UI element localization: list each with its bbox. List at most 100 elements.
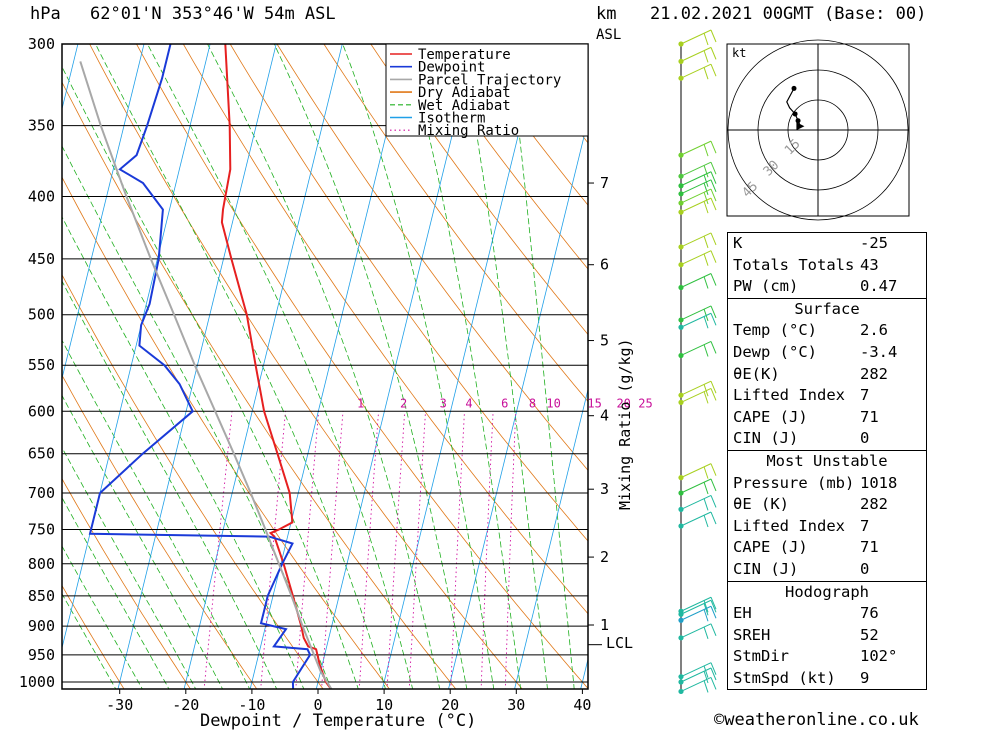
- sounding-datetime: 21.02.2021 00GMT (Base: 00): [650, 4, 927, 24]
- wind-barb: [678, 232, 717, 250]
- wind-barb: [678, 250, 717, 268]
- wind-barb: [678, 380, 717, 398]
- wind-barb: [678, 312, 717, 330]
- wind-barb: [678, 667, 717, 685]
- km-tick-label: 4: [600, 407, 609, 425]
- hodograph-params-box: Hodograph EH 76 SREH 52 StmDir 102° StmSpd …: [727, 580, 927, 691]
- surface-row: CAPE (J) 71: [733, 407, 879, 426]
- surface-row: θE(K) 282: [733, 364, 888, 383]
- pressure-tick-label: 750: [28, 521, 55, 539]
- isotherm: [0, 26, 16, 708]
- isotherm: [117, 44, 277, 689]
- x-tick-label: -20: [172, 696, 199, 714]
- wet-adiabat: [95, 44, 386, 689]
- hodo-row: StmSpd (kt) 9: [733, 668, 870, 687]
- pressure-tick-label: 700: [28, 484, 55, 502]
- km-tick-label: 5: [600, 332, 609, 350]
- pressure-tick-label: 600: [28, 402, 55, 420]
- mixing-ratio-axis-label: Mixing Ratio (g/kg): [616, 338, 634, 510]
- wind-barb: [678, 46, 717, 64]
- skewt-axes: 1 2 3 4 6 8 10 15 20 2530035040045050055060065070…: [19, 35, 653, 714]
- mixing-ratio-label: 6: [501, 396, 508, 410]
- wet-adiabat: [62, 339, 251, 689]
- most-unstable-box: Most Unstable Pressure (mb) 1018 θE (K) 28…: [727, 449, 927, 581]
- isotherm: [62, 44, 211, 650]
- wet-adiabat: [342, 44, 495, 689]
- dry-adiabat: [370, 44, 588, 336]
- wet-adiabat: [147, 44, 414, 689]
- surface-row: Lifted Index 7: [733, 386, 870, 405]
- pressure-tick-label: 500: [28, 306, 55, 324]
- km-tick-label: 6: [600, 256, 609, 274]
- legend-box: [385, 43, 589, 137]
- km-tick-label: 3: [600, 480, 609, 498]
- surface-row: Dewp (°C) -3.4: [733, 342, 898, 361]
- mixing-ratio-line: [203, 411, 233, 689]
- credit-link[interactable]: ©weatheronline.co.uk: [714, 710, 919, 730]
- wind-barb: [678, 511, 717, 529]
- wind-barb-column: [678, 29, 717, 695]
- wind-barb: [678, 596, 717, 614]
- wet-adiabat: [62, 65, 359, 689]
- wind-barb: [678, 599, 717, 617]
- wind-barb: [678, 662, 717, 680]
- asl-unit-label: ASL: [596, 27, 622, 43]
- pressure-tick-label: 350: [28, 117, 55, 135]
- mixing-ratio-line: [295, 411, 320, 689]
- wet-adiabat: [62, 216, 305, 689]
- wind-barb: [678, 140, 717, 158]
- hodograph-point: [791, 85, 797, 91]
- legend-entry: Dry Adiabat: [418, 85, 511, 101]
- legend-entry: Isotherm: [418, 111, 485, 127]
- dry-adiabat: [182, 44, 588, 615]
- km-unit-label: km: [596, 4, 617, 24]
- mixing-ratio-line: [321, 411, 344, 689]
- x-tick-label: -10: [238, 696, 265, 714]
- wind-barb: [678, 341, 717, 359]
- pressure-tick-label: 300: [28, 35, 55, 53]
- legend-entry: Dewpoint: [418, 60, 485, 76]
- index-row-totals: Totals Totals 43: [733, 255, 879, 274]
- wind-barb: [678, 478, 717, 496]
- wet-adiabat: [405, 44, 522, 689]
- isotherm: [315, 44, 475, 689]
- hodo-row: StmDir 102°: [733, 647, 898, 666]
- wet-adiabat: [207, 44, 441, 689]
- wet-adiabat: [508, 44, 575, 689]
- wind-barb: [678, 179, 717, 197]
- mixing-ratio-line: [480, 411, 494, 689]
- wet-adiabat: [62, 394, 224, 689]
- dry-adiabat: [323, 44, 588, 403]
- pressure-tick-label: 850: [28, 587, 55, 605]
- mixing-ratio-line: [408, 411, 426, 689]
- x-tick-label: 40: [573, 696, 591, 714]
- hodo-row: EH 76: [733, 604, 879, 623]
- pressure-unit-label: hPa: [30, 4, 61, 24]
- legend-entry: Wet Adiabat: [418, 98, 511, 114]
- pressure-tick-label: 950: [28, 646, 55, 664]
- mixing-ratio-label: 20: [616, 396, 630, 410]
- dry-adiabat: [229, 44, 588, 542]
- mu-row: Pressure (mb) 1018: [733, 473, 898, 492]
- index-row-pw: PW (cm) 0.47: [733, 277, 898, 296]
- hodograph-point: [792, 111, 798, 117]
- wind-barb: [678, 463, 717, 481]
- isotherm: [183, 44, 343, 689]
- km-tick-label: 2: [600, 548, 609, 566]
- km-tick-label: 1: [600, 616, 609, 634]
- hodograph-ring-label: 15: [782, 137, 804, 159]
- x-tick-label: 10: [375, 696, 393, 714]
- wind-barb: [678, 387, 717, 406]
- surface-row: Temp (°C) 2.6: [733, 321, 888, 340]
- temperature-line: [220, 44, 333, 689]
- mixing-ratio-label: 10: [546, 396, 560, 410]
- station-location: 62°01'N 353°46'W 54m ASL: [90, 4, 336, 24]
- mixing-ratio-label: 2: [400, 396, 407, 410]
- dry-adiabat: [62, 176, 390, 689]
- mixing-ratio-line: [260, 411, 286, 689]
- dry-adiabat: [62, 477, 191, 689]
- wind-barb: [678, 188, 717, 206]
- isotherm: [249, 44, 409, 689]
